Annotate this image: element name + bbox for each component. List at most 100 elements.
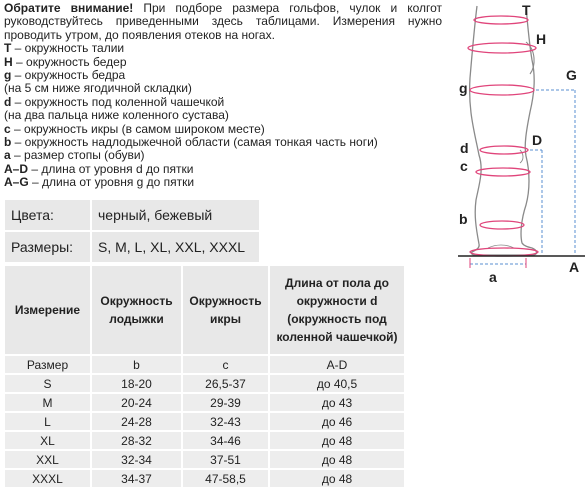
cell-ankle: b [92, 356, 181, 373]
cell-size: L [5, 413, 90, 430]
legend-key: T [4, 41, 12, 56]
legend-key: a [4, 148, 11, 163]
cell-calf: 32-43 [183, 413, 268, 430]
colors-value: черный, бежевый [92, 200, 259, 230]
cell-size: M [5, 394, 90, 411]
cell-length: до 43 [270, 394, 404, 411]
legend-key: d [4, 94, 12, 109]
cell-calf: c [183, 356, 268, 373]
legend-key: A–D [4, 161, 29, 176]
product-properties-table: Цвета: черный, бежевый Размеры: S, M, L,… [3, 198, 261, 264]
legend-line: A–G – длина от уровня g до пятки [4, 176, 442, 189]
cell-size: S [5, 375, 90, 392]
legend-key: b [4, 135, 12, 150]
label-c: c [460, 158, 468, 174]
ankle-marker [479, 220, 525, 230]
intro-paragraph: Обратите внимание! При подборе размера г… [4, 1, 442, 42]
instructions-block: Обратите внимание! При подборе размера г… [4, 1, 442, 190]
header-calf-circumference: Окружность икры [183, 266, 268, 354]
legend-text: – окружность бедра [11, 68, 126, 83]
legend-key: g [4, 68, 12, 83]
legend-line: d – окружность под коленной чашечкой [4, 94, 442, 109]
knee-marker [479, 145, 529, 155]
legend-line: T – окружность талии [4, 42, 442, 55]
legend-text: – размер стопы (обуви) [10, 148, 145, 163]
legend-key: c [4, 121, 11, 136]
legend-text: – длина от уровня d до пятки [28, 161, 194, 176]
cell-ankle: 20-24 [92, 394, 181, 411]
label-b: b [459, 211, 468, 227]
cell-ankle: 24-28 [92, 413, 181, 430]
cell-length: до 46 [270, 413, 404, 430]
foot-detail [487, 244, 515, 249]
cell-length: до 48 [270, 470, 404, 487]
cell-length: до 48 [270, 432, 404, 449]
size-chart-row: XXXL 34-37 47-58,5 до 48 [5, 470, 404, 487]
cell-length: A-D [270, 356, 404, 373]
legend-key: A–G [4, 175, 29, 190]
legend-key: H [4, 54, 13, 69]
hip-marker [467, 42, 537, 54]
size-chart-body: Размер b c A-D S 18-20 26,5-37 до 40,5 M 20-24 29-… [5, 356, 404, 487]
cell-calf: 47-58,5 [183, 470, 268, 487]
label-D: D [532, 132, 542, 148]
legend-text: (на два пальца ниже коленного сустава) [4, 108, 229, 123]
cell-size: XXL [5, 451, 90, 468]
legend-line: A–D – длина от уровня d до пятки [4, 161, 442, 176]
legend-line: H – окружность бедер [4, 54, 442, 69]
header-ankle-circumference: Окружность лодыжки [92, 266, 181, 354]
cell-size: XXXL [5, 470, 90, 487]
legend-text: – окружность талии [11, 41, 125, 56]
size-chart-row: L 24-28 32-43 до 46 [5, 413, 404, 430]
cell-calf: 26,5-37 [183, 375, 268, 392]
label-a: a [489, 269, 497, 285]
cell-length: до 48 [270, 451, 404, 468]
legend-text: (на 5 см ниже ягодичной складки) [4, 81, 192, 96]
legend-text: – длина от уровня g до пятки [28, 175, 195, 190]
legend-line: c – окружность икры (в самом широком мес… [4, 121, 442, 136]
legend-line: g – окружность бедра [4, 68, 442, 83]
measurement-legend: T – окружность талии H – окружность бедер… [4, 42, 442, 189]
cell-ankle: 32-34 [92, 451, 181, 468]
cell-ankle: 34-37 [92, 470, 181, 487]
attention-label: Обратите внимание! [4, 1, 134, 15]
waist-marker [473, 15, 529, 25]
header-measurement: Измерение [5, 266, 90, 354]
colors-label: Цвета: [5, 200, 90, 230]
cell-calf: 34-46 [183, 432, 268, 449]
label-g: g [459, 80, 468, 96]
cell-size: Размер [5, 356, 90, 373]
thigh-marker [469, 84, 535, 96]
cell-ankle: 28-32 [92, 432, 181, 449]
legend-line: a – размер стопы (обуви) [4, 149, 442, 162]
legend-line: (на два пальца ниже коленного сустава) [4, 109, 442, 122]
header-length-to-d: Длина от пола до окружности d (окружност… [270, 266, 404, 354]
cell-calf: 29-39 [183, 394, 268, 411]
cell-calf: 37-51 [183, 451, 268, 468]
legend-text: – окружность надлодыжечной области (сама… [11, 135, 378, 150]
sizes-value: S, M, L, XL, XXL, XXXL [92, 232, 259, 262]
buttock-outline [525, 41, 535, 75]
colors-row: Цвета: черный, бежевый [5, 200, 259, 230]
label-d: d [460, 140, 469, 156]
size-chart-subheader-row: Размер b c A-D [5, 356, 404, 373]
size-chart-row: XL 28-32 34-46 до 48 [5, 432, 404, 449]
label-T: T [522, 2, 531, 18]
legend-text: – окружность бедер [12, 54, 127, 69]
size-chart-table: Измерение Окружность лодыжки Окружность … [3, 264, 406, 489]
sizes-label: Размеры: [5, 232, 90, 262]
legend-text: – окружность икры (в самом широком месте… [10, 121, 265, 136]
sizes-row: Размеры: S, M, L, XL, XXL, XXXL [5, 232, 259, 262]
size-chart-row: XXL 32-34 37-51 до 48 [5, 451, 404, 468]
cell-size: XL [5, 432, 90, 449]
legend-text: – окружность под коленной чашечкой [11, 94, 225, 109]
label-A: A [569, 259, 579, 275]
label-G: G [566, 67, 577, 83]
knee-detail [519, 149, 524, 164]
cell-ankle: 18-20 [92, 375, 181, 392]
legend-line: (на 5 см ниже ягодичной складки) [4, 82, 442, 95]
label-H: H [536, 31, 546, 47]
size-chart-header-row: Измерение Окружность лодыжки Окружность … [5, 266, 404, 354]
leg-measurement-diagram: T H G g D d c b a A [458, 2, 585, 285]
size-chart-row: S 18-20 26,5-37 до 40,5 [5, 375, 404, 392]
